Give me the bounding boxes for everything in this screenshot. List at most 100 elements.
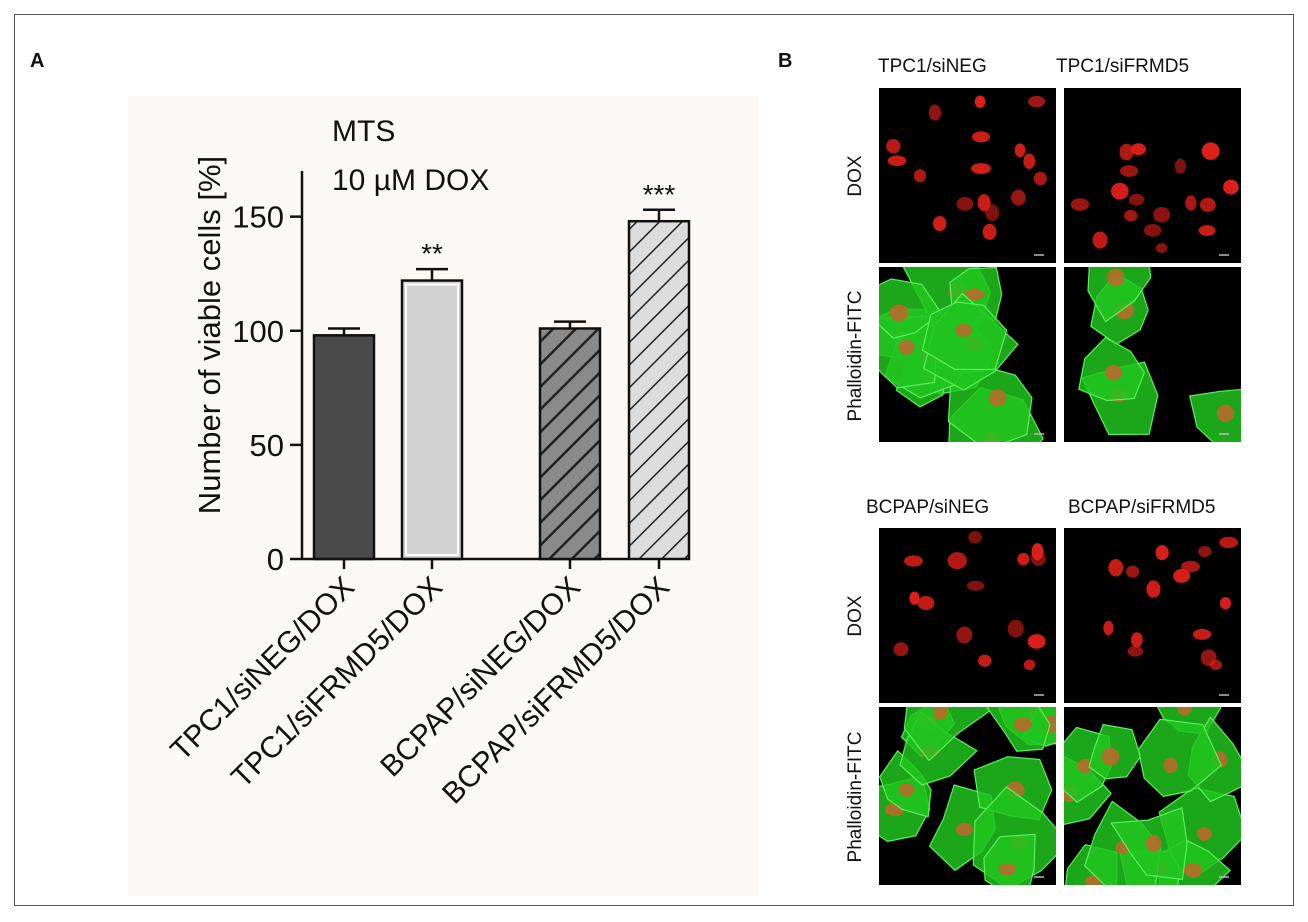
cell-nucleus xyxy=(1163,757,1178,774)
dox-nucleus xyxy=(1007,619,1024,638)
significance-label: ** xyxy=(421,238,443,269)
dox-nucleus xyxy=(1155,545,1169,561)
dox-nucleus xyxy=(971,163,991,174)
dox-nucleus xyxy=(977,194,991,212)
dox-nucleus xyxy=(966,580,985,591)
dox-nucleus xyxy=(1146,580,1161,598)
dox-nucleus xyxy=(1219,536,1239,548)
bar xyxy=(538,327,602,561)
cell-nucleus xyxy=(1013,717,1032,732)
y-tick-label: 150 xyxy=(232,200,284,235)
micrograph-image xyxy=(879,88,1056,263)
column-title-bcpap-sifrmd5: BCPAP/siFRMD5 xyxy=(1068,497,1216,518)
dox-nucleus xyxy=(985,204,1000,222)
actin-cell xyxy=(903,707,990,762)
viability-bar-chart: MTS 10 µM DOX Number of viable cells [%]… xyxy=(128,96,758,896)
actin-cell xyxy=(1137,718,1223,797)
cell-nucleus xyxy=(955,822,973,836)
micrograph-bcpap-sifrmd5-phalloidin xyxy=(1064,707,1241,885)
dox-nucleus xyxy=(1201,142,1220,160)
dox-nucleus xyxy=(1119,143,1134,161)
column-title-tpc1-sineg: TPC1/siNEG xyxy=(878,56,987,77)
significance-label: *** xyxy=(643,179,676,210)
micrograph-image xyxy=(879,267,1056,442)
dox-nucleus xyxy=(1131,632,1143,648)
bar xyxy=(627,219,691,561)
micrograph-tpc1-sifrmd5-dox xyxy=(1064,88,1241,263)
chart-annotation-line-2: 10 µM DOX xyxy=(332,164,489,197)
micrograph-image xyxy=(879,707,1056,885)
micrograph-background xyxy=(879,528,1056,703)
bar xyxy=(400,279,464,561)
cell-nucleus xyxy=(898,783,915,797)
dox-nucleus xyxy=(1124,209,1138,222)
dox-nucleus xyxy=(1173,569,1191,583)
dox-nucleus xyxy=(1023,659,1036,671)
cell-nucleus xyxy=(1145,834,1162,852)
dox-nucleus xyxy=(1127,646,1144,657)
cell-nucleus xyxy=(988,389,1007,407)
micrograph-bcpap-sineg-dox xyxy=(879,528,1056,703)
dox-nucleus xyxy=(1153,206,1171,223)
dox-nucleus xyxy=(1033,171,1047,186)
dox-nucleus xyxy=(1023,153,1036,169)
dox-nucleus xyxy=(1174,158,1186,174)
cell-nucleus xyxy=(965,288,985,301)
dox-nucleus xyxy=(928,104,942,121)
actin-cell xyxy=(1087,267,1152,323)
dox-nucleus xyxy=(1027,634,1046,649)
dox-nucleus xyxy=(1155,242,1168,254)
dox-nucleus xyxy=(1219,597,1232,610)
cell-nucleus xyxy=(1101,747,1120,766)
actin-cell xyxy=(879,278,942,339)
bar xyxy=(312,334,376,561)
micrograph-bcpap-sifrmd5-dox xyxy=(1064,528,1241,703)
dox-nucleus xyxy=(917,596,935,611)
actin-cell xyxy=(983,833,1036,885)
column-title-bcpap-sineg: BCPAP/siNEG xyxy=(866,497,990,518)
bars: ***** xyxy=(312,179,691,561)
cell-nucleus xyxy=(998,863,1017,876)
micrograph-background xyxy=(1064,528,1241,703)
dox-nucleus xyxy=(1181,560,1200,573)
y-tick-label: 50 xyxy=(250,428,284,463)
dox-nucleus xyxy=(1193,628,1212,640)
dox-nucleus xyxy=(1198,546,1212,558)
dox-nucleus xyxy=(971,131,991,143)
bar-inner-outline xyxy=(405,283,459,556)
dox-nucleus xyxy=(1120,165,1139,177)
panel-b-label: B xyxy=(778,50,793,72)
dox-nucleus xyxy=(1198,225,1216,236)
chart-annotation-line-1: MTS xyxy=(332,115,395,148)
cell-nucleus xyxy=(1077,759,1094,773)
row-label-phalloidin-top: Phalloidin-FITC xyxy=(845,290,866,422)
dox-nucleus xyxy=(904,555,923,567)
micrograph-image xyxy=(1064,528,1241,703)
micrograph-background xyxy=(1064,88,1241,263)
cell-nucleus xyxy=(932,707,948,720)
micrograph-image xyxy=(1064,267,1241,442)
dox-nucleus xyxy=(1199,197,1216,212)
dox-nucleus xyxy=(947,552,967,570)
cell-nucleus xyxy=(1104,364,1123,381)
micrograph-tpc1-sineg-phalloidin xyxy=(879,267,1056,442)
dox-nucleus xyxy=(913,169,927,183)
y-tick-label: 0 xyxy=(267,542,284,577)
micrograph-image xyxy=(1064,88,1241,263)
dox-nucleus xyxy=(1128,193,1145,206)
dox-nucleus xyxy=(1108,558,1124,577)
panel-a-label: A xyxy=(30,50,45,72)
row-label-phalloidin-bottom: Phalloidin-FITC xyxy=(845,731,866,863)
cell-nucleus xyxy=(1196,827,1212,841)
dox-nucleus xyxy=(978,654,992,667)
dox-nucleus xyxy=(1070,198,1090,211)
dox-nucleus xyxy=(1143,224,1162,237)
cell-nucleus xyxy=(889,304,909,322)
dox-nucleus xyxy=(886,139,901,154)
dox-nucleus xyxy=(887,155,907,167)
dox-nucleus xyxy=(1126,565,1140,578)
dox-nucleus xyxy=(1209,659,1222,671)
micrograph-image xyxy=(879,528,1056,703)
cell-nucleus xyxy=(1107,268,1125,287)
row-label-dox-bottom: DOX xyxy=(845,595,866,637)
